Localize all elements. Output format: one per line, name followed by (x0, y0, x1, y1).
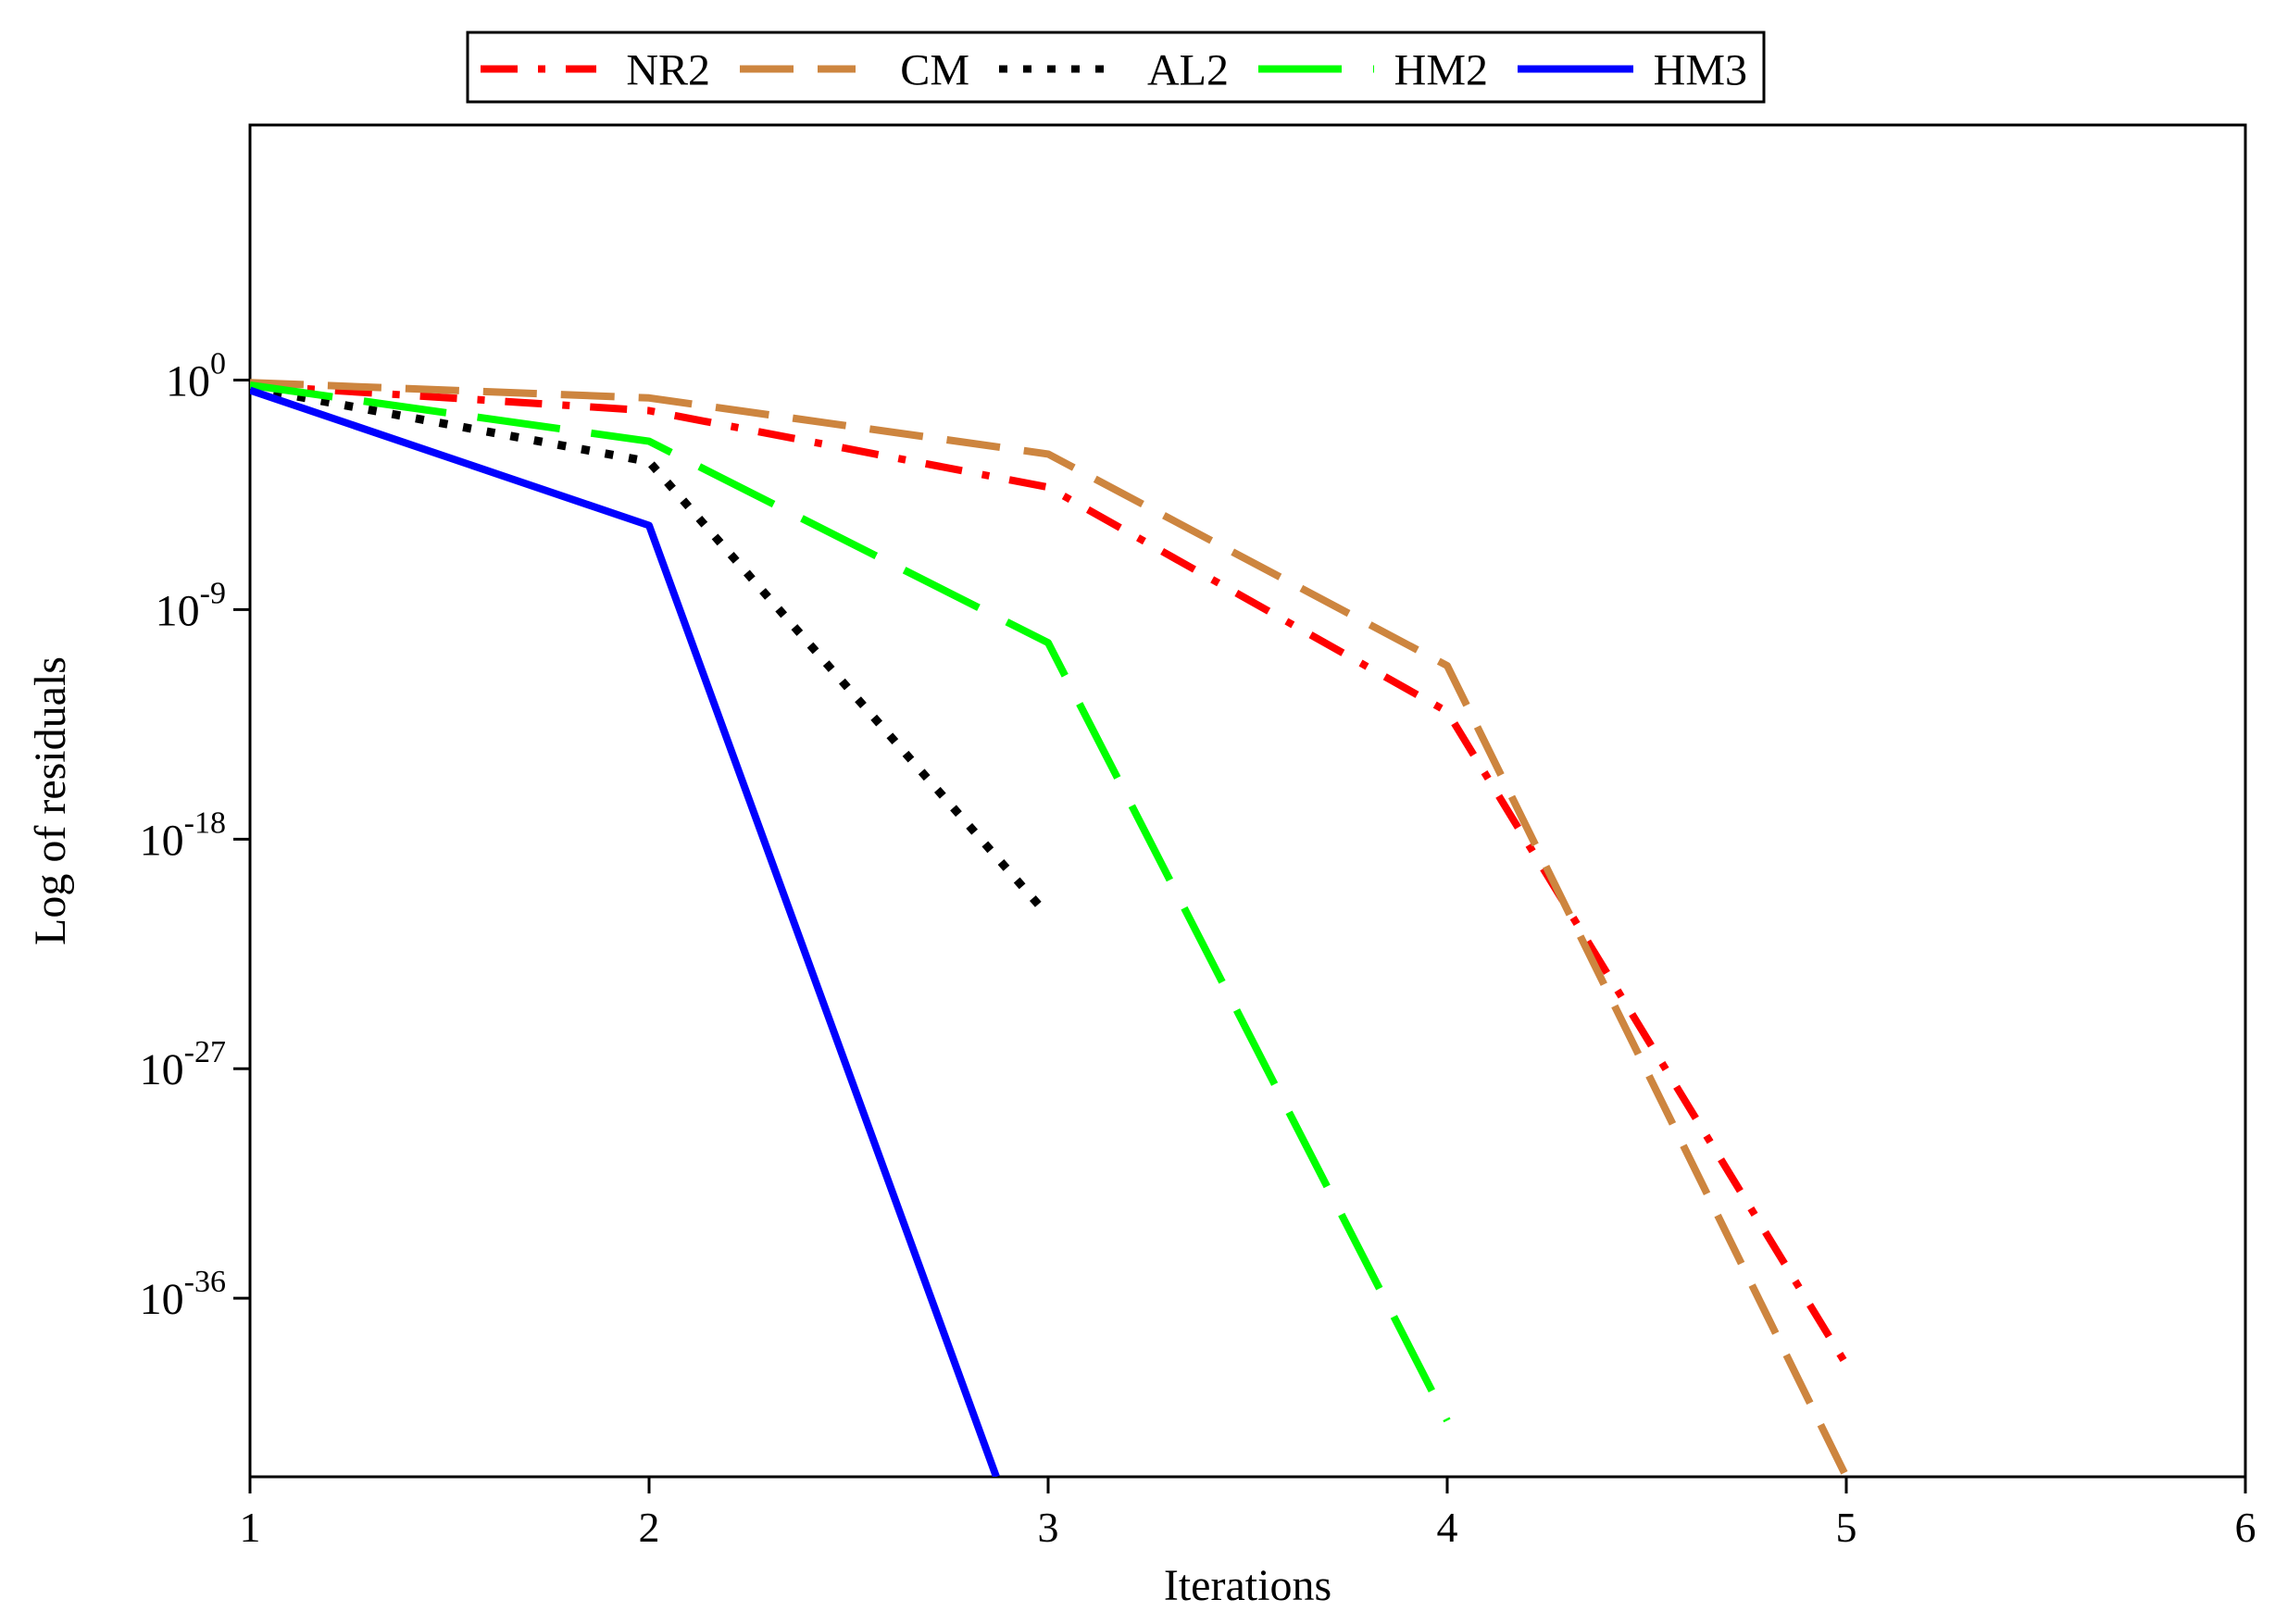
series-line-nr2 (250, 381, 1850, 1367)
y-tick-label--9: 10-9 (156, 576, 226, 635)
legend-label-hm3: HM3 (1654, 46, 1747, 95)
legend-label-nr2: NR2 (626, 46, 710, 95)
x-tick-label-5: 5 (1836, 1504, 1857, 1551)
series-line-hm2 (250, 381, 1451, 1423)
series-line-hm3 (250, 386, 1000, 1477)
series-layer (250, 379, 1850, 1477)
x-tick-label-3: 3 (1038, 1504, 1059, 1551)
y-tick-label--18: 10-18 (140, 806, 226, 865)
x-axis-title: Iterations (1164, 1561, 1331, 1610)
x-tick-label-6: 6 (2235, 1504, 2256, 1551)
x-tick-label-1: 1 (240, 1504, 261, 1551)
axis-layer: 1 2 3 4 5 6 100 10-9 10-18 10-27 10-36 Iterations Lo… (26, 346, 2256, 1610)
y-tick-label--27: 10-27 (140, 1035, 226, 1094)
legend: NR2 CM AL2 HM2 HM3 (466, 31, 1766, 104)
y-axis-title: Log of residuals (26, 656, 75, 945)
legend-label-cm: CM (900, 46, 969, 95)
plot-frame-layer (248, 123, 2247, 1479)
y-tick-label--36: 10-36 (140, 1265, 226, 1324)
x-tick-label-2: 2 (639, 1504, 660, 1551)
series-line-cm (250, 379, 1850, 1477)
x-tick-label-4: 4 (1437, 1504, 1458, 1551)
y-tick-label-0: 100 (166, 346, 226, 406)
plot-frame (248, 123, 2247, 1479)
legend-label-hm2: HM2 (1394, 46, 1488, 95)
legend-label-al2: AL2 (1147, 46, 1229, 95)
